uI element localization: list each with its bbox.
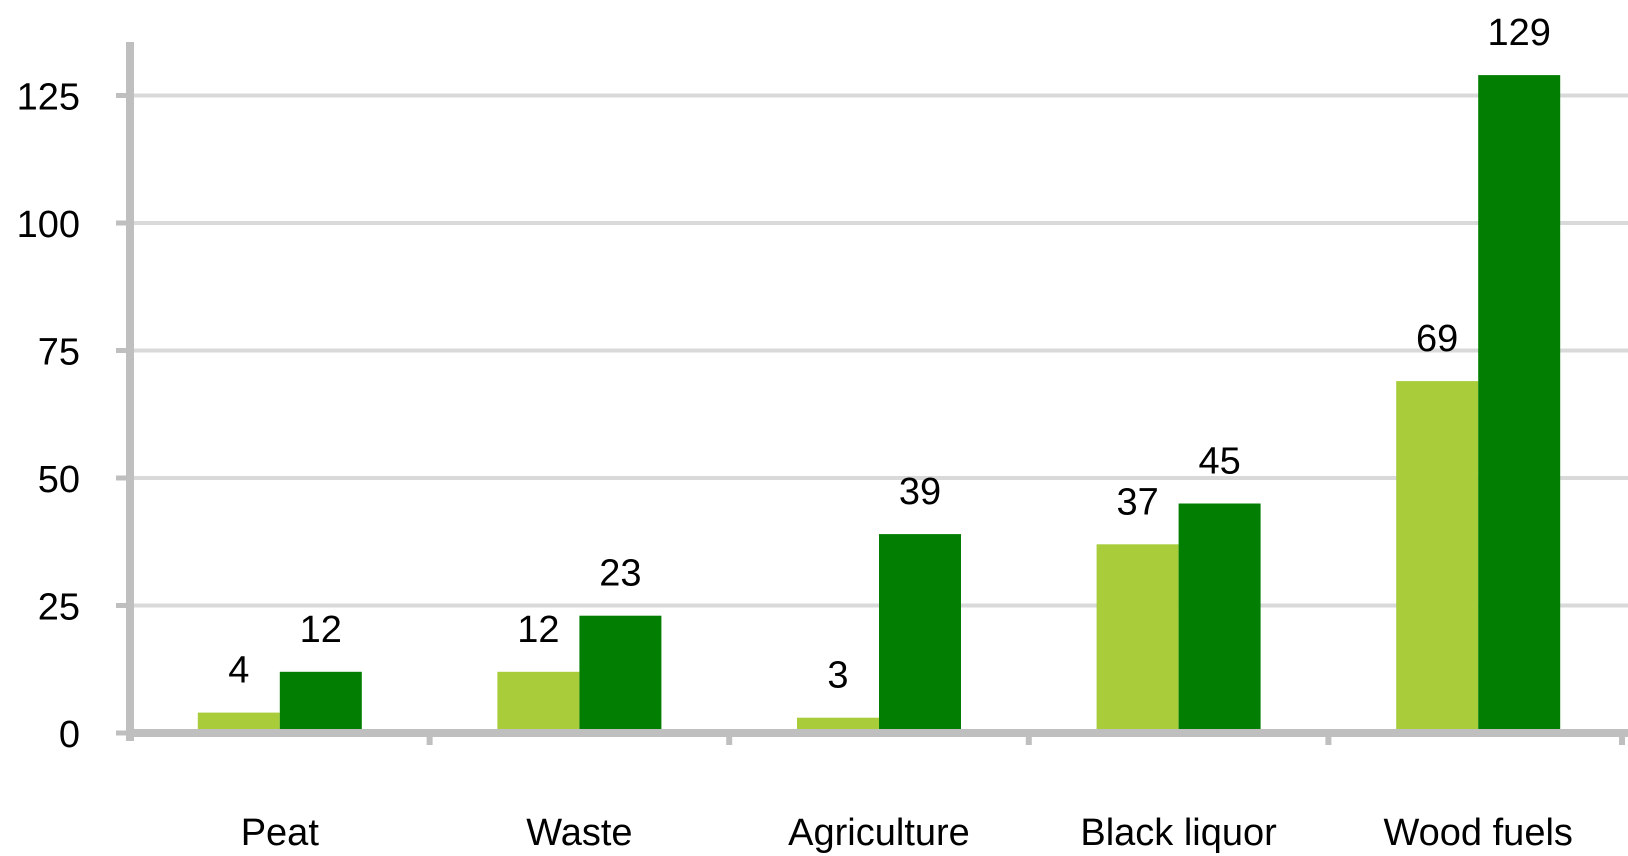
data-labels: 4 12 12 23 3 39 37 45 69 129 — [228, 12, 1551, 697]
y-tick-label: 25 — [38, 587, 80, 629]
data-label: 39 — [899, 471, 941, 513]
category-label: Black liquor — [1080, 812, 1277, 854]
data-label: 129 — [1487, 12, 1550, 54]
y-tick-label: 75 — [38, 332, 80, 374]
y-tick-labels: 0 25 50 75 100 125 — [17, 77, 130, 756]
axes — [126, 42, 1628, 741]
gridlines — [130, 93, 1628, 608]
bar — [879, 534, 961, 733]
data-label: 69 — [1416, 318, 1458, 360]
bars — [197, 75, 1561, 734]
bar — [1478, 75, 1561, 734]
category-label: Peat — [241, 812, 320, 854]
data-label: 12 — [517, 609, 559, 651]
category-labels: Peat Waste Agriculture Black liquor Wood fue… — [241, 812, 1573, 854]
data-label: 23 — [599, 553, 641, 595]
x-tick-marks — [426, 733, 1625, 745]
bar — [1178, 503, 1261, 733]
bar — [497, 671, 580, 733]
bar — [1396, 381, 1479, 733]
y-tick-label: 100 — [17, 204, 80, 246]
bar — [1096, 544, 1179, 733]
y-tick-label: 0 — [59, 714, 80, 756]
category-label: Agriculture — [788, 812, 970, 854]
data-label: 4 — [228, 650, 249, 692]
data-label: 12 — [300, 609, 342, 651]
category-label: Waste — [526, 812, 632, 854]
bar — [197, 712, 280, 733]
category-label: Wood fuels — [1383, 812, 1572, 854]
data-label: 45 — [1198, 441, 1240, 483]
y-tick-label: 125 — [17, 77, 80, 119]
y-tick-label: 50 — [38, 459, 80, 501]
data-label: 37 — [1116, 481, 1158, 523]
data-label: 3 — [827, 655, 848, 697]
bar — [579, 615, 662, 733]
bar — [279, 671, 362, 733]
